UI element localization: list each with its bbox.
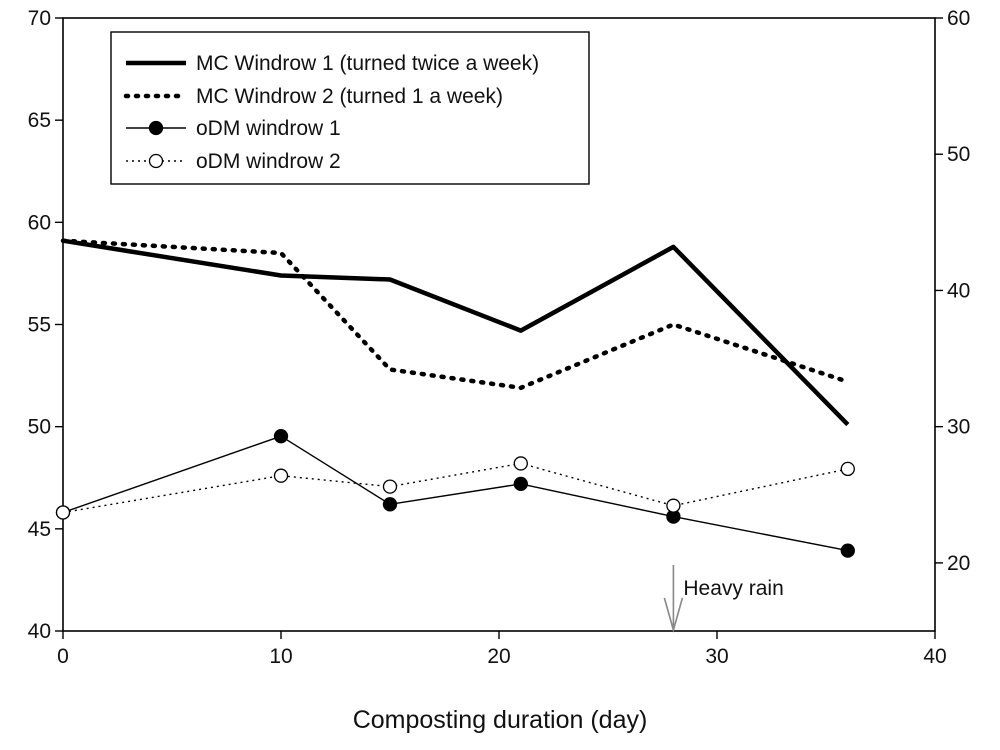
y-left-tick-label: 40 (28, 620, 51, 643)
legend-box (110, 31, 590, 185)
data-point (666, 498, 681, 513)
legend-item-3: oDM windrow 1 (126, 117, 341, 140)
data-point (55, 505, 71, 520)
data-point (273, 429, 289, 444)
series-line (62, 462, 848, 514)
y-left-tick-label: 70 (28, 7, 51, 30)
data-point (382, 479, 398, 494)
x-axis-title: Composting duration (day) (353, 706, 648, 734)
x-tick-label: 40 (923, 645, 946, 668)
y-left-tick-label: 55 (28, 314, 51, 337)
legend-marker (148, 153, 164, 169)
annotation-heavy-rain: Heavy rain (663, 565, 784, 633)
data-point (273, 468, 289, 483)
y-left-tick-label: 50 (28, 416, 51, 439)
series-line (62, 435, 848, 552)
y-right-tick-label: 60 (947, 7, 970, 30)
arrow-head (663, 597, 684, 633)
legend-label: MC Windrow 1 (turned twice a week) (196, 52, 539, 75)
series-2 (60, 238, 851, 391)
data-point (382, 497, 398, 512)
y-axis-left: 40 45 50 55 60 65 70 (28, 7, 63, 643)
y-right-tick-label: 50 (947, 143, 970, 166)
y-left-tick-label: 60 (28, 211, 51, 234)
data-point (840, 461, 855, 477)
series-line (62, 238, 850, 427)
x-tick-label: 0 (57, 645, 69, 668)
series-layer (55, 238, 855, 558)
data-point (513, 456, 528, 471)
legend-item-1: MC Windrow 1 (turned twice a week) (126, 52, 539, 75)
y-right-tick-label: 40 (947, 279, 970, 302)
y-right-tick-label: 20 (947, 552, 970, 575)
legend-marker (148, 120, 164, 136)
legend: MC Windrow 1 (turned twice a week) MC Win… (110, 31, 590, 185)
x-tick-label: 20 (487, 645, 510, 668)
data-point (513, 476, 528, 492)
x-tick-label: 10 (269, 645, 292, 668)
x-tick-label: 30 (705, 645, 728, 668)
legend-item-4: oDM windrow 2 (126, 150, 341, 173)
annotation-layer: Heavy rain (663, 565, 784, 633)
y-left-tick-label: 65 (28, 109, 51, 132)
y-right-tick-label: 30 (947, 416, 970, 439)
legend-label: oDM windrow 1 (196, 117, 341, 140)
annotation-label: Heavy rain (683, 577, 783, 600)
data-point (840, 543, 855, 558)
legend-item-2: MC Windrow 2 (turned 1 a week) (123, 85, 503, 108)
series-line (60, 238, 851, 391)
legend-label: oDM windrow 2 (196, 150, 341, 173)
y-left-tick-label: 45 (28, 518, 51, 541)
series-4 (55, 456, 855, 520)
y-axis-right: 20 30 40 50 60 (935, 7, 970, 575)
legend-label: MC Windrow 2 (turned 1 a week) (196, 85, 503, 108)
x-axis: 0 10 20 30 40 (57, 631, 947, 668)
series-1 (62, 238, 850, 427)
